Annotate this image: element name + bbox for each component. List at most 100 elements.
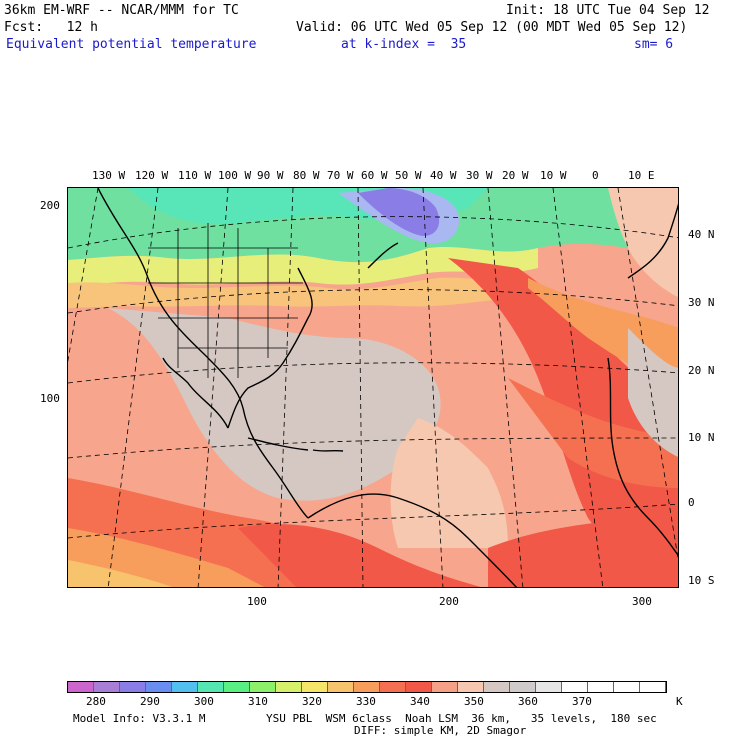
forecast-hour: Fcst: 12 h	[4, 20, 98, 35]
graticule	[68, 188, 678, 587]
valid-time: Valid: 06 UTC Wed 05 Sep 12 (00 MDT Wed …	[296, 20, 688, 35]
grid-label-left: 200	[40, 199, 60, 212]
color-swatch	[68, 682, 94, 692]
color-swatch	[250, 682, 276, 692]
cuba	[247, 437, 309, 451]
color-swatch	[276, 682, 302, 692]
sahara-field	[628, 328, 678, 457]
color-swatch	[588, 682, 614, 692]
lon-label: 40 W	[430, 169, 457, 182]
color-swatch	[614, 682, 640, 692]
graticule-lat	[68, 362, 678, 384]
color-swatch	[458, 682, 484, 692]
level-text: at k-index = 35	[341, 37, 467, 52]
hispaniola	[312, 449, 344, 452]
lon-label: 20 W	[502, 169, 529, 182]
lon-label: 0	[592, 169, 599, 182]
lon-label: 70 W	[327, 169, 354, 182]
model-info: Model Info: V3.3.1 M	[73, 712, 206, 725]
graticule-lat	[68, 216, 678, 249]
lon-label: 50 W	[395, 169, 422, 182]
smoothing-text: sm= 6	[634, 37, 674, 52]
lon-label: 100 W	[218, 169, 252, 182]
color-scale-bar	[67, 681, 667, 693]
southern-band-3	[68, 560, 173, 587]
graticule-lon	[487, 188, 524, 587]
scale-unit: K	[676, 695, 683, 708]
moist-tongue-2	[508, 378, 678, 488]
scale-label: 290	[140, 695, 160, 708]
color-swatch	[94, 682, 120, 692]
lon-label: 60 W	[361, 169, 388, 182]
scale-label: 360	[518, 695, 538, 708]
newfoundland	[367, 242, 399, 269]
color-swatch	[302, 682, 328, 692]
color-swatch	[510, 682, 536, 692]
color-swatch	[354, 682, 380, 692]
cold-core	[358, 188, 440, 236]
scale-label: 300	[194, 695, 214, 708]
graticule-lat	[68, 503, 678, 539]
graticule-lat	[68, 289, 678, 314]
lon-label: 30 W	[466, 169, 493, 182]
init-time: Init: 18 UTC Tue 04 Sep 12	[506, 3, 710, 18]
lon-label: 90 W	[257, 169, 284, 182]
scale-label: 320	[302, 695, 322, 708]
color-swatch	[536, 682, 562, 692]
color-swatch	[432, 682, 458, 692]
south-america-coast	[307, 493, 518, 587]
grid-label-bottom: 200	[439, 595, 459, 608]
graticule-lon	[357, 188, 364, 587]
south-america-field	[238, 524, 481, 587]
pacific-coast	[97, 188, 309, 519]
scale-label: 350	[464, 695, 484, 708]
lon-label: 10 W	[540, 169, 567, 182]
graticule-lon	[422, 188, 444, 587]
graticule-lon	[552, 188, 604, 587]
color-swatch	[198, 682, 224, 692]
grid-label-left: 100	[40, 392, 60, 405]
color-swatch	[484, 682, 510, 692]
lon-label: 110 W	[178, 169, 212, 182]
graticule-lon	[277, 188, 294, 587]
state-boundaries	[148, 223, 303, 378]
equivalent-potential-temperature-map	[67, 187, 679, 588]
lat-label: 10 N	[688, 431, 715, 444]
field-name: Equivalent potential temperature	[6, 37, 257, 52]
model-title: 36km EM-WRF -- NCAR/MMM for TC	[4, 3, 239, 18]
africa-coast	[607, 357, 678, 557]
lat-label: 10 S	[688, 574, 715, 587]
lon-label: 80 W	[293, 169, 320, 182]
diffusion-info: DIFF: simple KM, 2D Smagor	[354, 724, 527, 737]
map-canvas	[68, 188, 678, 587]
graticule-lat	[68, 437, 678, 459]
graticule-lon	[68, 188, 99, 363]
scale-label: 280	[86, 695, 106, 708]
grid-label-bottom: 100	[247, 595, 267, 608]
grid-label-bottom: 300	[632, 595, 652, 608]
lon-label: 10 E	[628, 169, 655, 182]
color-swatch	[172, 682, 198, 692]
lon-label: 120 W	[135, 169, 169, 182]
lat-label: 20 N	[688, 364, 715, 377]
color-swatch	[120, 682, 146, 692]
physics-info: YSU PBL WSM 6class Noah LSM 36 km, 35 le…	[266, 712, 657, 725]
transition-band	[68, 246, 538, 288]
scale-label: 340	[410, 695, 430, 708]
scale-label: 370	[572, 695, 592, 708]
color-swatch	[146, 682, 172, 692]
south-atlantic-field	[488, 518, 678, 587]
color-swatch	[380, 682, 406, 692]
lat-label: 0	[688, 496, 695, 509]
lat-label: 40 N	[688, 228, 715, 241]
coastlines	[97, 188, 678, 587]
color-swatch	[406, 682, 432, 692]
scale-label: 330	[356, 695, 376, 708]
color-swatch	[224, 682, 250, 692]
graticule-lon	[617, 188, 678, 561]
lat-label: 30 N	[688, 296, 715, 309]
color-swatch	[562, 682, 588, 692]
color-swatch	[640, 682, 666, 692]
graticule-lon	[197, 188, 229, 587]
scale-label: 310	[248, 695, 268, 708]
